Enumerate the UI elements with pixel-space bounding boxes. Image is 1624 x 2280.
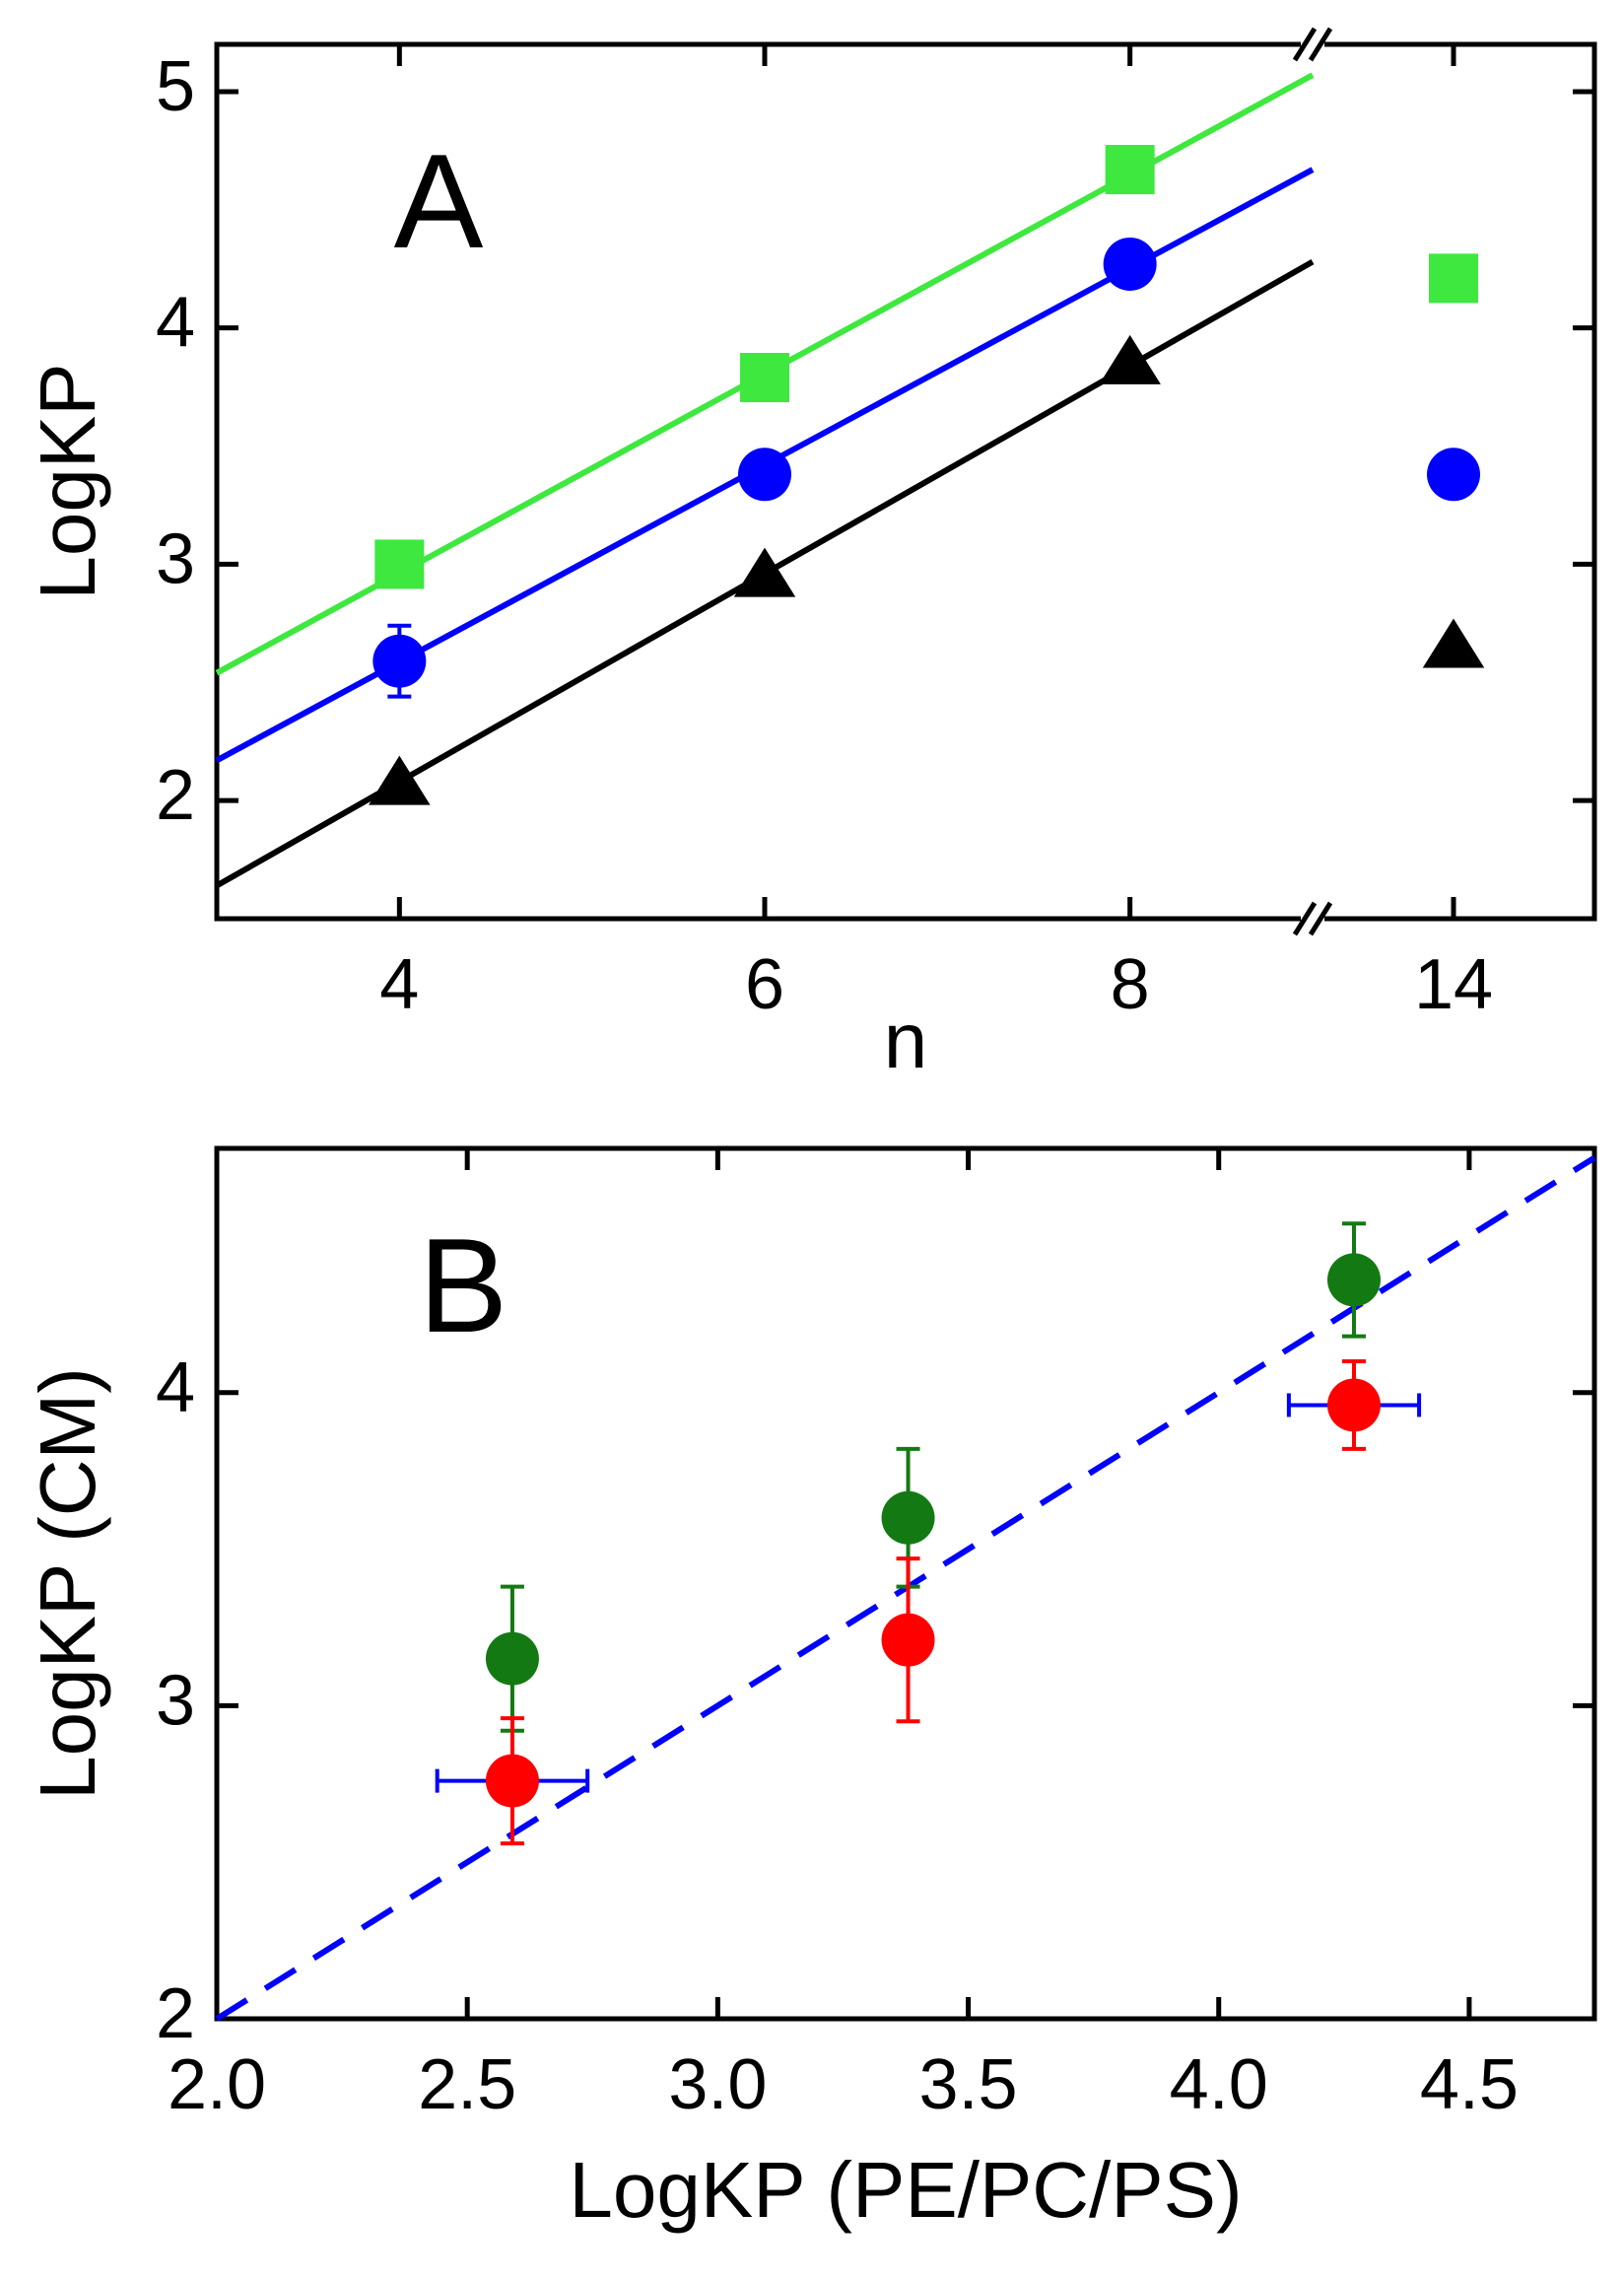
plot-frame [214, 41, 1597, 922]
marker-square [1429, 253, 1478, 304]
x-tick-label: 4.0 [1170, 2045, 1268, 2124]
marker-circle [1326, 1378, 1381, 1432]
marker-circle [1427, 448, 1480, 502]
x-tick-label: 4 [379, 945, 419, 1024]
x-axis-label: LogKP (PE/PC/PS) [569, 2146, 1242, 2234]
panel: 2.0 2.5 3.0 3.5 4.0 4.5 2 3 4 LogKP (PE/PC/PS) Log… [24, 1145, 1597, 2234]
y-axis-label: LogKP [24, 363, 111, 599]
x-axis-label: n [884, 997, 928, 1084]
y-tick-label: 5 [156, 47, 195, 126]
panel-annotation: B [419, 1210, 508, 1360]
x-tick-label: 4.5 [1420, 2045, 1519, 2124]
y-tick-label: 2 [156, 756, 195, 835]
axis-break-mark [1292, 901, 1318, 936]
axis-break-mark [1308, 27, 1333, 62]
marker-triangle [1099, 334, 1161, 384]
y-tick-label: 4 [156, 284, 195, 363]
panel: 4 6 8 14 2 3 4 5 n LogKP A [24, 27, 1597, 1084]
x-tick-label: 8 [1111, 945, 1150, 1024]
marker-triangle [733, 547, 796, 597]
y-tick-label: 2 [156, 1974, 195, 2053]
x-tick-label: 6 [745, 945, 784, 1024]
marker-circle [1103, 237, 1157, 291]
x-tick-label: 14 [1414, 945, 1493, 1024]
x-tick-label: 2.5 [418, 2045, 516, 2124]
axis-break-mark [1292, 27, 1318, 62]
marker-circle [485, 1631, 539, 1686]
panel-annotation: A [394, 126, 484, 276]
marker-square [374, 539, 425, 589]
marker-circle [881, 1490, 935, 1545]
marker-circle [1326, 1253, 1381, 1307]
x-tick-label: 2.0 [168, 2045, 266, 2124]
marker-circle [881, 1613, 935, 1667]
x-tick-label: 3.5 [918, 2045, 1017, 2124]
x-tick-label: 3.0 [668, 2045, 767, 2124]
axis-break-mark [1308, 901, 1333, 936]
marker-circle [372, 634, 427, 688]
y-tick-label: 3 [156, 1661, 195, 1740]
marker-circle [738, 448, 791, 502]
marker-square [1105, 145, 1155, 195]
marker-triangle [369, 755, 431, 805]
y-axis-label: LogKP (CM) [24, 1367, 111, 1800]
marker-triangle [1422, 618, 1485, 668]
y-tick-label: 4 [156, 1348, 195, 1427]
y-tick-label: 3 [156, 519, 195, 598]
marker-circle [485, 1754, 539, 1808]
marker-square [740, 353, 789, 403]
plot-frame [214, 1145, 1597, 2022]
